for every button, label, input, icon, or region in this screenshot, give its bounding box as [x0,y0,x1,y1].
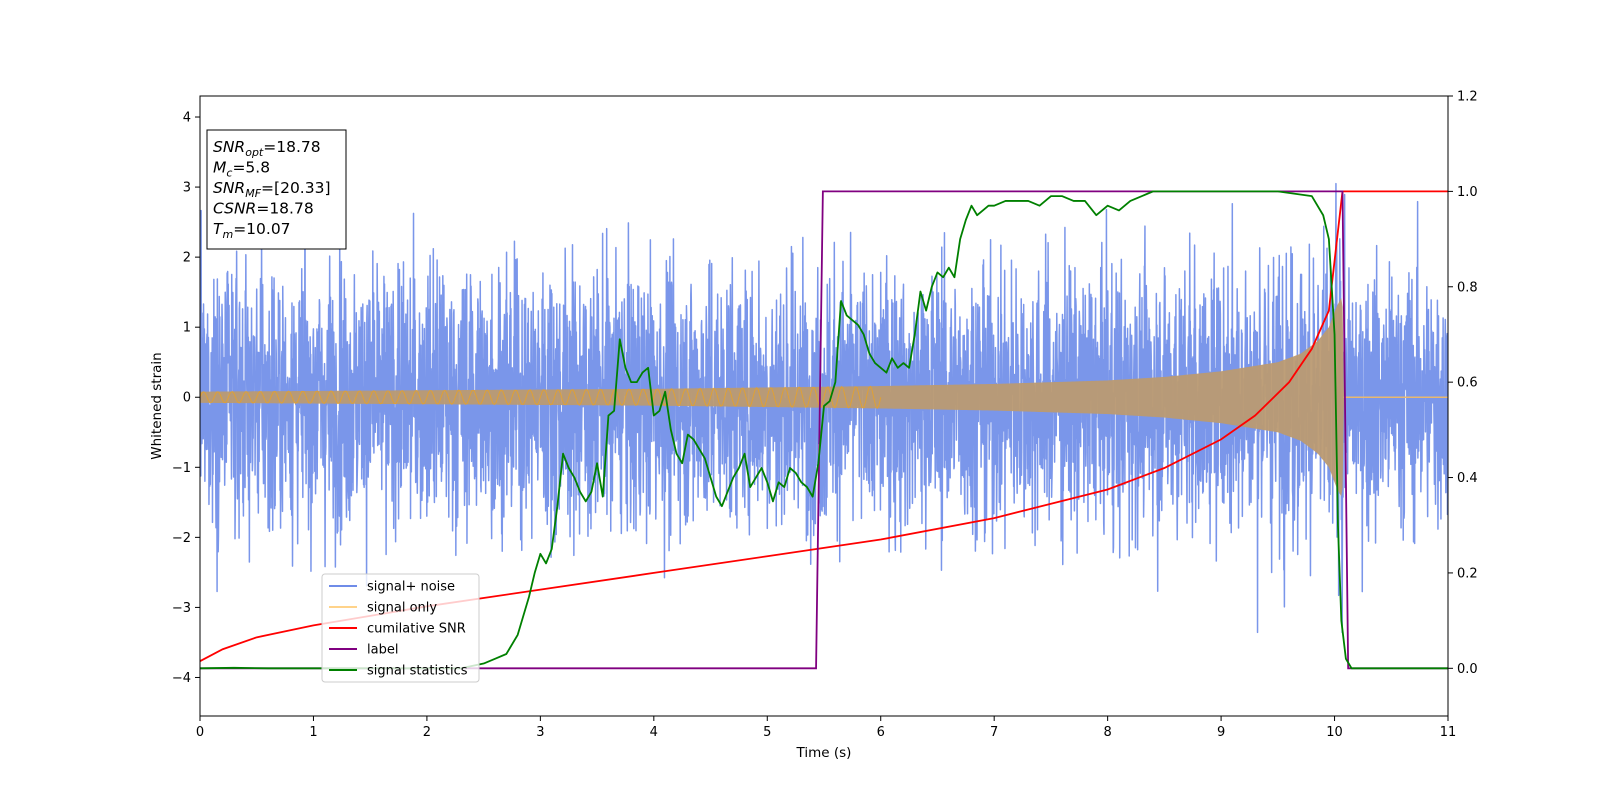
y-left-tick-label: 1 [183,321,191,336]
y-left-tick-label: 4 [183,111,191,126]
annotation-line: Tm=10.07 [213,220,291,241]
x-tick-label: 3 [536,725,544,740]
y-left-tick-label: −3 [172,601,191,616]
x-tick-label: 6 [877,725,885,740]
y-right-tick-label: 0.4 [1457,471,1478,486]
annotation-line: SNRopt=18.78 [213,138,321,159]
x-tick-label: 9 [1217,725,1225,740]
x-tick-label: 0 [196,725,204,740]
x-tick-label: 4 [650,725,658,740]
annotation-line: CSNR=18.78 [213,200,314,218]
annotation-line: Mc=5.8 [213,159,270,180]
y-left-tick-label: −1 [172,461,191,476]
y-right-tick-label: 1.2 [1457,90,1478,105]
signal-only-oscillation [200,385,882,410]
y-left-tick-label: 3 [183,181,191,196]
x-tick-label: 5 [763,725,771,740]
legend-frame [321,573,480,683]
axes-frame [199,95,1449,717]
annotation-box: SNRopt=18.78Mc=5.8SNRMF=[20.33]CSNR=18.7… [206,129,347,250]
y-right-tick-label: 0.0 [1457,662,1478,677]
x-tick-label: 8 [1103,725,1111,740]
x-tick-label: 2 [423,725,431,740]
x-tick-label: 11 [1440,725,1457,740]
y-axis-label-left: Whitened strain [149,352,165,459]
axes: 0 1 2 3 4 5 6 7 8 9 10 11 −4 −3 −2 −1 0 1 2 3 4 0.0 0.2 0.4 0.6 0… [172,90,1478,741]
x-tick-label: 1 [309,725,317,740]
y-left-tick-label: −4 [172,671,191,686]
legend-label: signal statistics [367,664,468,679]
y-left-tick-label: 0 [183,391,191,406]
legend-label: cumilative SNR [367,622,466,637]
y-right-tick-label: 0.8 [1457,280,1478,295]
annotation-line: SNRMF=[20.33] [213,179,331,200]
legend-label: signal+ noise [367,580,455,595]
legend-label: label [367,643,398,658]
legend: signal+ noise signal only cumilative SNR la… [321,573,480,683]
series-signal-statistics [200,190,1448,670]
y-right-tick-label: 1.0 [1457,185,1478,200]
annotation-frame [206,129,347,250]
y-right-tick-label: 0.2 [1457,566,1478,581]
x-tick-label: 7 [990,725,998,740]
y-left-tick-label: 2 [183,251,191,266]
y-right-tick-label: 0.6 [1457,376,1478,391]
legend-label: signal only [367,601,437,616]
x-tick-label: 10 [1326,725,1343,740]
x-axis-label: Time (s) [796,745,852,761]
y-left-tick-label: −2 [172,531,191,546]
